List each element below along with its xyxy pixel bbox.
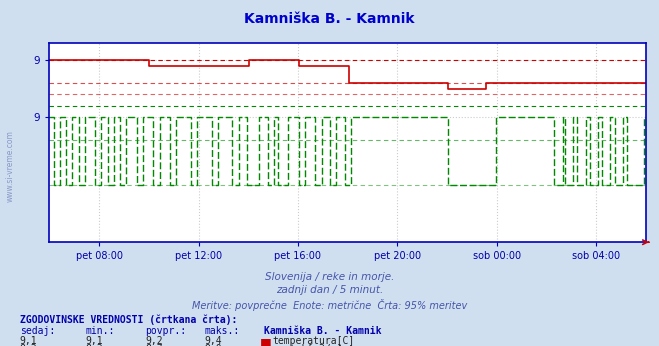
Text: povpr.:: povpr.:	[145, 326, 186, 336]
Text: min.:: min.:	[86, 326, 115, 336]
Text: 9,0: 9,0	[204, 344, 222, 346]
Text: 8,7: 8,7	[145, 344, 163, 346]
Text: sedaj:: sedaj:	[20, 326, 55, 336]
Text: Kamniška B. - Kamnik: Kamniška B. - Kamnik	[244, 12, 415, 26]
Text: Slovenija / reke in morje.: Slovenija / reke in morje.	[265, 272, 394, 282]
Text: 9,1: 9,1	[20, 336, 38, 346]
Text: temperatura[C]: temperatura[C]	[272, 336, 355, 346]
Text: 9,2: 9,2	[145, 336, 163, 346]
Text: Meritve: povprečne  Enote: metrične  Črta: 95% meritev: Meritve: povprečne Enote: metrične Črta:…	[192, 299, 467, 311]
Text: ■: ■	[260, 344, 272, 346]
Text: maks.:: maks.:	[204, 326, 239, 336]
Text: 8,3: 8,3	[86, 344, 103, 346]
Text: 9,4: 9,4	[204, 336, 222, 346]
Text: zadnji dan / 5 minut.: zadnji dan / 5 minut.	[276, 285, 383, 295]
Text: Kamniška B. - Kamnik: Kamniška B. - Kamnik	[264, 326, 381, 336]
Text: pretok[m3/s]: pretok[m3/s]	[272, 344, 343, 346]
Text: ZGODOVINSKE VREDNOSTI (črtkana črta):: ZGODOVINSKE VREDNOSTI (črtkana črta):	[20, 314, 237, 325]
Text: 8,3: 8,3	[20, 344, 38, 346]
Text: ■: ■	[260, 336, 272, 346]
Text: www.si-vreme.com: www.si-vreme.com	[5, 130, 14, 202]
Text: 9,1: 9,1	[86, 336, 103, 346]
